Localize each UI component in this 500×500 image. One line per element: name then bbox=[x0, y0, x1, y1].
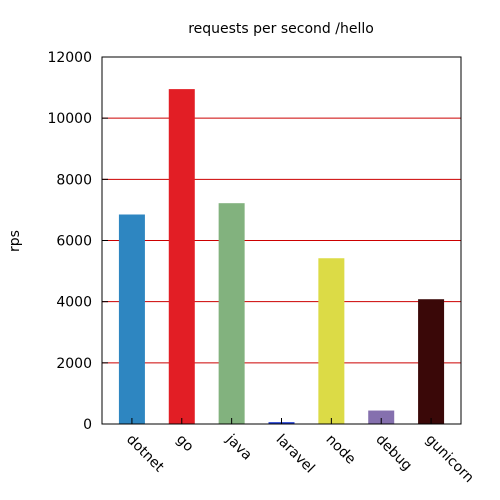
x-tick-label-node: node bbox=[323, 432, 359, 468]
y-tick-label: 10000 bbox=[47, 111, 92, 127]
y-tick-label: 6000 bbox=[56, 234, 92, 250]
y-tick-label: 2000 bbox=[56, 356, 92, 372]
y-axis-label: rps bbox=[7, 230, 23, 252]
bar-debug bbox=[368, 410, 395, 424]
y-tick-label: 12000 bbox=[47, 50, 92, 66]
x-tick-label-dotnet: dotnet bbox=[123, 432, 167, 476]
x-tick-label-java: java bbox=[222, 431, 255, 464]
x-tick-label-go: go bbox=[173, 432, 197, 456]
y-tick-label: 4000 bbox=[56, 295, 92, 311]
bar-java bbox=[218, 203, 245, 424]
x-ticks: dotnet go java laravel node debug gunicorn bbox=[123, 418, 477, 486]
bars bbox=[118, 89, 445, 425]
grid-lines bbox=[102, 117, 461, 364]
bar-go bbox=[168, 89, 195, 425]
bar-dotnet bbox=[118, 214, 145, 424]
y-ticks: 0 2000 4000 6000 8000 10000 12000 bbox=[47, 50, 108, 433]
chart-title: requests per second /hello bbox=[188, 21, 374, 37]
x-tick-label-gunicorn: gunicorn bbox=[422, 432, 477, 487]
x-tick-label-laravel: laravel bbox=[273, 432, 318, 477]
bar-gunicorn bbox=[418, 299, 445, 424]
x-tick-label-debug: debug bbox=[372, 432, 415, 475]
y-tick-label: 8000 bbox=[56, 172, 92, 188]
y-tick-label: 0 bbox=[83, 417, 92, 433]
bar-node bbox=[318, 258, 345, 424]
